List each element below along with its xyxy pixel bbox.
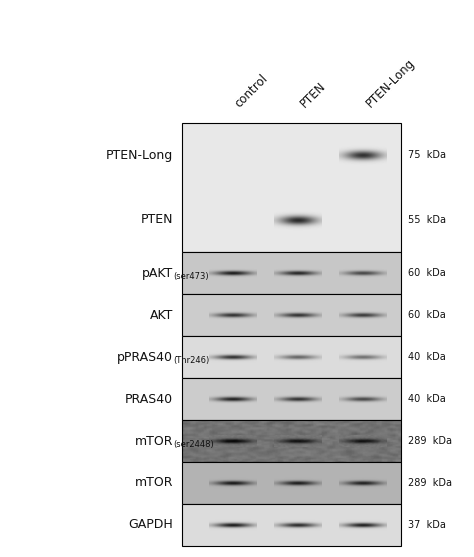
Text: (Thr246): (Thr246) xyxy=(173,356,210,365)
Text: PTEN-Long: PTEN-Long xyxy=(106,149,173,162)
Text: 289  kDa: 289 kDa xyxy=(408,436,452,446)
Text: 37  kDa: 37 kDa xyxy=(408,520,446,530)
Text: mTOR: mTOR xyxy=(135,476,173,490)
Text: 55  kDa: 55 kDa xyxy=(408,215,446,225)
Text: pPRAS40: pPRAS40 xyxy=(117,351,173,364)
Text: PTEN-Long: PTEN-Long xyxy=(364,56,417,110)
Text: 60  kDa: 60 kDa xyxy=(408,310,446,320)
Text: 40  kDa: 40 kDa xyxy=(408,352,446,362)
Text: 40  kDa: 40 kDa xyxy=(408,394,446,404)
Text: PRAS40: PRAS40 xyxy=(125,393,173,405)
Text: PTEN: PTEN xyxy=(140,213,173,227)
Text: PTEN: PTEN xyxy=(298,79,329,110)
Text: mTOR: mTOR xyxy=(135,434,173,448)
Text: 60  kDa: 60 kDa xyxy=(408,268,446,278)
Text: (ser473): (ser473) xyxy=(173,272,209,281)
Text: 75  kDa: 75 kDa xyxy=(408,150,446,160)
Text: AKT: AKT xyxy=(150,309,173,322)
Text: pAKT: pAKT xyxy=(142,267,173,280)
Text: control: control xyxy=(233,72,271,110)
Text: (ser2448): (ser2448) xyxy=(173,440,214,449)
Text: GAPDH: GAPDH xyxy=(128,519,173,531)
FancyBboxPatch shape xyxy=(182,123,401,252)
Text: 289  kDa: 289 kDa xyxy=(408,478,452,488)
